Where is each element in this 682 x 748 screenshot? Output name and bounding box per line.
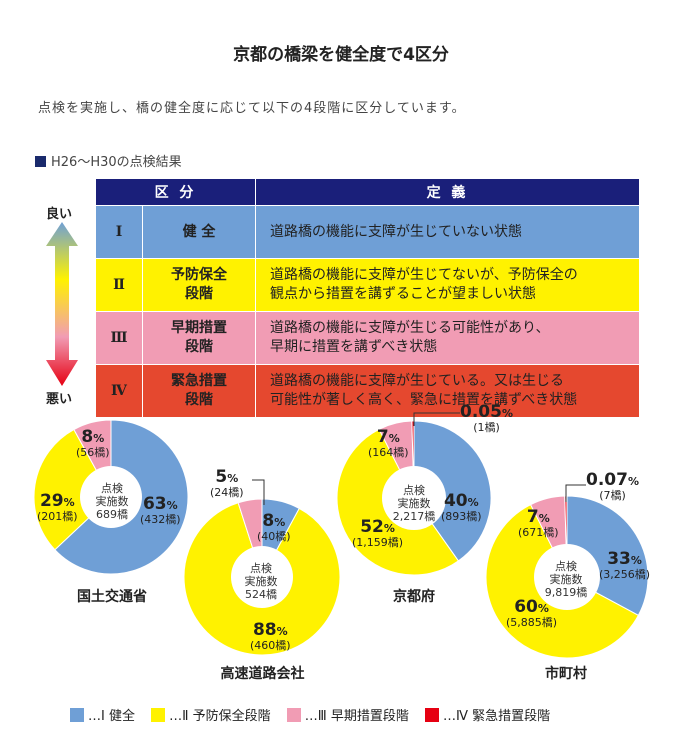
pie2-center: 点検 実施数 2,217橋	[392, 484, 436, 523]
leader-lines	[252, 412, 586, 505]
row-description: 道路橋の機能に支障が生じていない状態	[255, 205, 640, 259]
section-heading: H26〜H30の点検結果	[35, 151, 182, 170]
pie-mlit	[33, 419, 189, 575]
legend-item: …Ⅰ 健全	[70, 705, 135, 724]
page-title: 京都の橋梁を健全度で4区分	[233, 45, 449, 65]
pie-municipal	[485, 495, 649, 659]
pie3-label-IV: 0.07% (7橋)	[586, 470, 639, 503]
row-number: Ⅱ	[95, 258, 143, 312]
legend-item: …Ⅱ 予防保全段階	[151, 705, 271, 724]
pie-center-hole	[231, 546, 293, 608]
intro-text: 点検を実施し、橋の健全度に応じて以下の4段階に区分しています。	[38, 101, 466, 116]
pie-slice-II	[33, 428, 112, 551]
row-class: 緊急措置 段階	[142, 364, 256, 418]
pie0-name: 国土交通省	[77, 589, 147, 605]
pie2-label-II: 52% (1,159橋)	[352, 517, 404, 550]
pie3-label-I: 33% (3,256橋)	[599, 549, 651, 582]
pie3-center: 点検 実施数 9,819橋	[544, 560, 588, 599]
row-number: Ⅳ	[95, 364, 143, 418]
pie1-label-II: 88% (460橋)	[250, 620, 291, 653]
pie0-label-II: 29% (201橋)	[37, 491, 78, 524]
scale-bad-label: 悪い	[46, 392, 73, 407]
legend-swatch	[286, 708, 301, 722]
definition-table: 区 分 定 義 Ⅰ 健 全 道路橋の機能に支障が生じていない状態 Ⅱ 予防保全段…	[95, 178, 640, 418]
pie1-name: 高速道路会社	[220, 666, 305, 682]
pie0-center: 点検 実施数 689橋	[95, 482, 129, 521]
pie3-label-III: 7% (671橋)	[518, 507, 559, 540]
pie2-label-IV: 0.05% (1橋)	[460, 402, 513, 435]
square-icon	[35, 156, 46, 167]
pie2-label-III: 7% (164橋)	[368, 427, 409, 460]
pie-kyoto-pref	[336, 420, 492, 576]
legend: …Ⅰ 健全 …Ⅱ 予防保全段階 …Ⅲ 早期措置段階 …Ⅳ 緊急措置段階	[70, 705, 562, 724]
legend-item: …Ⅳ 緊急措置段階	[425, 705, 550, 724]
row-class: 早期措置 段階	[142, 311, 256, 365]
legend-item: …Ⅲ 早期措置段階	[286, 705, 409, 724]
pie1-label-III: 5% (24橋)	[210, 467, 244, 500]
gradient-arrow-icon	[46, 222, 78, 386]
pie3-name: 市町村	[545, 666, 587, 682]
pie-center-hole	[534, 544, 600, 610]
table-row: Ⅰ 健 全 道路橋の機能に支障が生じていない状態	[95, 205, 640, 259]
section-label: H26〜H30の点検結果	[51, 155, 182, 170]
table-row: Ⅱ 予防保全 段階 道路橋の機能に支障が生じてないが、予防保全の 観点から措置を講ず…	[95, 258, 640, 312]
legend-swatch	[151, 708, 166, 722]
pie-slice-I	[413, 420, 492, 562]
row-class: 予防保全 段階	[142, 258, 256, 312]
pie2-label-I: 40% (893橋)	[441, 491, 482, 524]
table-row: Ⅲ 早期措置 段階 道路橋の機能に支障が生じる可能性があり、 早期に措置を講ずべき状…	[95, 311, 640, 365]
pie-center-hole	[382, 466, 446, 530]
pie-center-hole	[80, 466, 142, 528]
row-description: 道路橋の機能に支障が生じてないが、予防保全の 観点から措置を講ずることが望ましい状…	[255, 258, 640, 312]
pie2-name: 京都府	[393, 589, 435, 605]
pie-expressway	[183, 498, 341, 656]
table-row: Ⅳ 緊急措置 段階 道路橋の機能に支障が生じている。又は生じる 可能性が著しく高く、…	[95, 364, 640, 418]
legend-swatch	[70, 708, 84, 722]
row-description: 道路橋の機能に支障が生じる可能性があり、 早期に措置を講ずべき状態	[255, 311, 640, 365]
row-class: 健 全	[142, 205, 256, 259]
pie1-center: 点検 実施数 524橋	[244, 562, 278, 601]
pie0-label-III: 8% (56橋)	[76, 427, 110, 460]
scale-good-label: 良い	[46, 207, 73, 222]
pie3-label-II: 60% (5,885橋)	[506, 597, 558, 630]
row-number: Ⅲ	[95, 311, 143, 365]
pie0-label-I: 63% (432橋)	[140, 494, 181, 527]
row-description: 道路橋の機能に支障が生じている。又は生じる 可能性が著しく高く、緊急に措置を講ずべ…	[255, 364, 640, 418]
pie1-label-I: 8% (40橋)	[257, 511, 291, 544]
legend-swatch	[425, 708, 440, 722]
